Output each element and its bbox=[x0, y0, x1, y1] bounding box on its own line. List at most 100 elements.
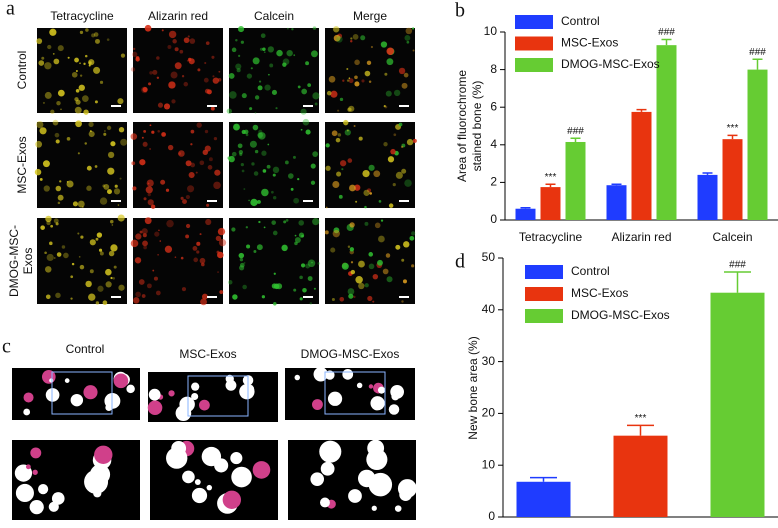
stain-speck bbox=[212, 77, 219, 84]
stain-speck bbox=[55, 292, 61, 299]
significance-label: *** bbox=[545, 172, 557, 183]
column-label: MSC-Exos bbox=[179, 347, 236, 361]
error-bar bbox=[724, 271, 751, 293]
stain-speck bbox=[74, 57, 79, 63]
stain-speck bbox=[161, 132, 166, 137]
stain-speck bbox=[366, 60, 372, 66]
pore bbox=[45, 388, 60, 402]
stain-speck bbox=[42, 101, 45, 104]
scale-bar bbox=[303, 105, 313, 107]
stain-speck bbox=[241, 93, 247, 99]
pore bbox=[214, 458, 229, 473]
stain-speck bbox=[342, 79, 345, 82]
stain-speck bbox=[412, 49, 415, 52]
stain-speck bbox=[258, 80, 262, 83]
stain-speck bbox=[195, 171, 198, 174]
stain-speck bbox=[350, 40, 353, 43]
stain-speck bbox=[168, 81, 176, 89]
stain-speck bbox=[82, 95, 89, 102]
stain-speck bbox=[55, 222, 59, 226]
pore bbox=[313, 367, 328, 382]
stain-speck bbox=[34, 168, 42, 176]
stain-speck bbox=[88, 64, 91, 67]
stain-speck bbox=[349, 222, 355, 228]
pore bbox=[179, 396, 195, 413]
stain-speck bbox=[75, 120, 82, 128]
stain-speck bbox=[332, 180, 340, 189]
stain-speck bbox=[118, 284, 125, 291]
stain-speck bbox=[79, 74, 83, 77]
scaffold bbox=[148, 372, 278, 422]
error-bar bbox=[636, 108, 647, 112]
roi-box bbox=[187, 375, 249, 417]
stain-speck bbox=[103, 184, 110, 190]
stain-speck bbox=[401, 145, 404, 149]
stain-speck bbox=[393, 89, 401, 97]
stain-speck bbox=[404, 35, 411, 41]
stain-speck bbox=[78, 255, 81, 258]
stain-speck bbox=[346, 68, 349, 71]
pore bbox=[51, 492, 65, 505]
stain-speck bbox=[374, 222, 381, 229]
stain-speck bbox=[196, 241, 201, 246]
stain-speck bbox=[117, 204, 120, 206]
stain-speck bbox=[293, 197, 300, 204]
stain-speck bbox=[154, 231, 160, 237]
stain-speck bbox=[174, 47, 179, 52]
legend-label: DMOG-MSC-Exos bbox=[561, 57, 660, 71]
stain-speck bbox=[358, 136, 363, 141]
stain-speck bbox=[324, 230, 329, 235]
stain-speck bbox=[146, 179, 154, 187]
stain-speck bbox=[246, 73, 253, 79]
stain-speck bbox=[77, 232, 80, 235]
stain-speck bbox=[310, 163, 316, 169]
stain-speck bbox=[401, 168, 407, 174]
stain-speck bbox=[331, 297, 335, 301]
stain-speck bbox=[109, 219, 114, 224]
bar bbox=[613, 435, 668, 517]
legend-label: MSC-Exos bbox=[571, 286, 628, 300]
stain-speck bbox=[91, 33, 96, 38]
stain-speck bbox=[271, 220, 276, 225]
stain-speck bbox=[336, 171, 342, 177]
stain-speck bbox=[355, 200, 358, 203]
stain-speck bbox=[298, 220, 305, 226]
stain-speck bbox=[79, 30, 84, 35]
bar bbox=[631, 111, 652, 220]
stain-speck bbox=[99, 197, 108, 205]
stain-speck bbox=[133, 47, 136, 51]
stain-speck bbox=[183, 81, 189, 87]
stain-speck bbox=[299, 297, 303, 301]
stain-speck bbox=[219, 290, 224, 294]
stain-speck bbox=[238, 54, 241, 57]
stain-speck bbox=[107, 189, 112, 195]
pore bbox=[105, 404, 113, 412]
bar bbox=[747, 69, 768, 220]
stain-speck bbox=[110, 276, 113, 280]
pore bbox=[348, 489, 362, 503]
stain-speck bbox=[231, 47, 237, 53]
stain-speck bbox=[383, 105, 386, 108]
pore bbox=[327, 391, 343, 406]
stain-speck bbox=[215, 235, 222, 242]
stain-speck bbox=[174, 256, 177, 259]
stain-speck bbox=[369, 192, 373, 195]
stain-speck bbox=[393, 133, 397, 137]
stain-speck bbox=[133, 297, 140, 304]
stain-speck bbox=[70, 275, 74, 279]
stain-speck bbox=[185, 194, 190, 200]
stain-speck bbox=[218, 239, 227, 247]
stain-speck bbox=[242, 284, 247, 290]
column-label: Tetracycline bbox=[50, 9, 114, 23]
error-bar bbox=[752, 58, 763, 70]
stain-speck bbox=[165, 188, 170, 192]
pore bbox=[191, 487, 208, 504]
stain-speck bbox=[75, 88, 80, 93]
stain-speck bbox=[83, 62, 86, 65]
stain-speck bbox=[59, 180, 62, 183]
stain-speck bbox=[325, 206, 328, 209]
stain-speck bbox=[132, 51, 138, 57]
stain-speck bbox=[105, 281, 112, 288]
stain-speck bbox=[185, 160, 192, 167]
stain-speck bbox=[203, 77, 209, 83]
